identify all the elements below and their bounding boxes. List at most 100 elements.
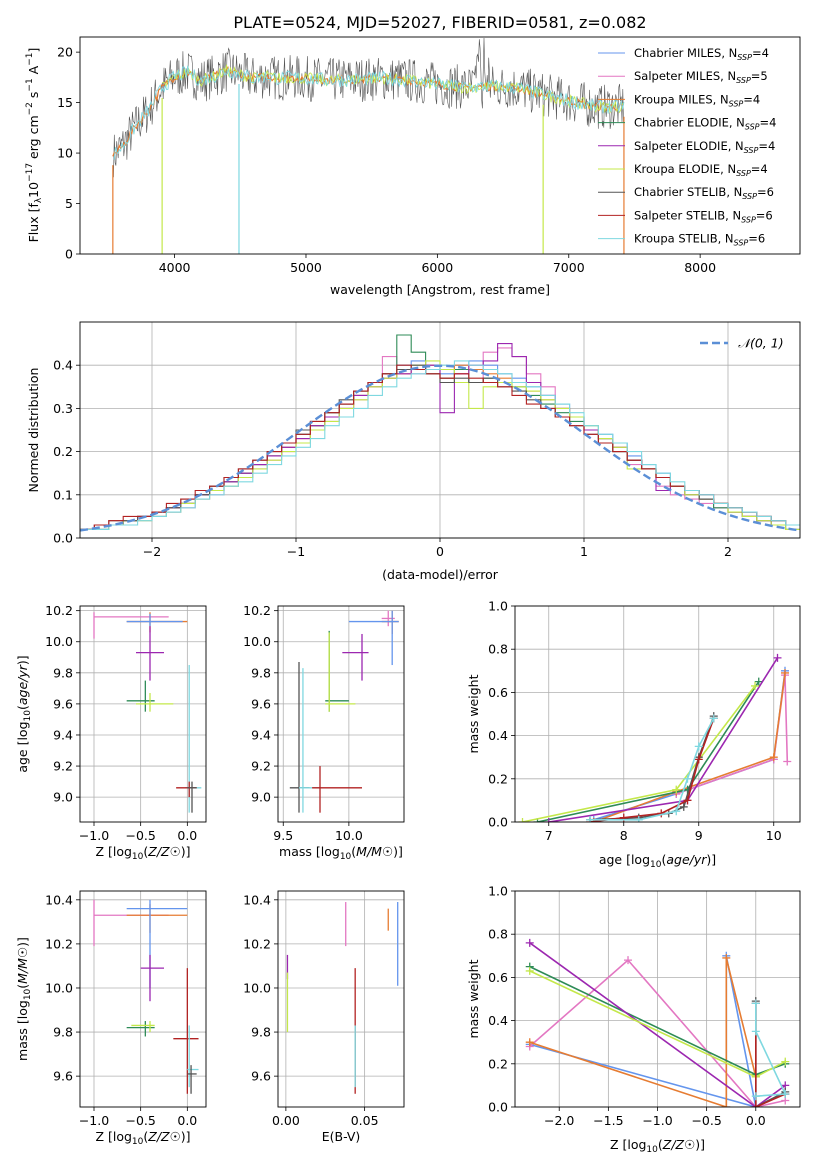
legend-label: Salpeter MILES, NSSP=5 [634,69,768,85]
x-axis-label: Z [log10(Z/Z☉)] [95,1129,190,1147]
y-tick-label: 10.4 [45,892,73,907]
weight-marker [624,956,633,965]
y-tick-label: 0.1 [53,487,73,502]
x-tick-label: 7000 [553,260,585,275]
weight-series [529,957,757,1107]
x-tick-label: 10 [766,828,782,843]
x-tick-label: 9 [695,828,703,843]
y-tick-label: 0.0 [488,1100,508,1115]
weight-series [593,672,786,822]
y-axis-label: Normed distribution [26,368,41,493]
legend-label: Kroupa MILES, NSSP=4 [634,92,760,108]
weight-marker [751,1027,760,1036]
y-axis-label: mass weight [466,959,481,1038]
y-tick-label: 9.8 [251,1025,271,1040]
age-vs-mass-panel: 9.5 10.0 9.0 9.2 9.4 9.6 9.8 10.0 10.2 mass [log1… [243,603,405,862]
x-tick-label: −2.0 [544,1113,574,1128]
x-tick-label: 0.0 [177,828,197,843]
x-axis-label: (data-model)/error [382,567,499,582]
weight-series [529,958,786,1107]
legend-label: Kroupa ELODIE, NSSP=4 [634,162,768,178]
weight-marker [709,714,718,723]
x-tick-label: −0.5 [125,1113,155,1128]
weight-marker [781,668,789,677]
spectrum-line [113,37,624,178]
plot-frame [79,321,801,539]
x-tick-label: −2 [143,544,161,559]
age-vs-z-panel: −1.0 −0.5 0.0 9.0 9.2 9.4 9.6 9.8 10.0 10.2 Z [log… [15,603,207,862]
y-tick-label: 0.6 [488,970,508,985]
y-tick-label: 0 [65,247,73,262]
weight-marker [694,742,703,751]
weight-marker [683,796,692,805]
legend-label: Chabrier MILES, NSSP=4 [634,46,769,62]
y-tick-label: 9.2 [251,759,271,774]
weight-marker [525,938,534,947]
x-tick-label: 7 [545,828,553,843]
y-tick-label: 5 [65,196,73,211]
y-tick-label: 0.2 [488,1056,508,1071]
x-tick-label: −1.0 [79,828,109,843]
y-tick-label: 10.0 [45,634,73,649]
weight-marker [525,966,534,975]
x-axis-label: age [log10(age/yr)] [599,852,716,870]
x-tick-label: 6000 [421,260,453,275]
massweight-vs-z-panel: −2.0 −1.5 −1.0 −0.5 0.0 0.0 0.2 0.4 0.6 0.8 1.0 Z [… [466,884,801,1155]
y-tick-label: 9.0 [53,790,73,805]
x-axis-label: mass [log10(M/M☉)] [279,844,403,862]
y-tick-label: 20 [57,45,73,60]
x-tick-label: 0.0 [746,1113,766,1128]
x-tick-label: 0.00 [272,1113,300,1128]
weight-marker [634,815,643,822]
y-tick-label: 10.0 [45,980,73,995]
y-tick-label: 10.2 [45,936,73,951]
plot-frame [277,605,405,823]
weight-marker [518,818,527,822]
x-tick-label: 10.0 [335,828,363,843]
y-tick-label: 9.8 [53,1025,73,1040]
spectrum-panel: 4000 5000 6000 7000 8000 0 5 10 15 20 wavelength [… [25,36,801,297]
y-tick-label: 0.2 [53,444,73,459]
figure-title: PLATE=0524, MJD=52027, FIBERID=0581, z=0… [233,13,646,32]
y-tick-label: 9.8 [53,665,73,680]
legend-label: Kroupa STELIB, NSSP=6 [634,232,765,248]
legend-label: Salpeter STELIB, NSSP=6 [634,208,773,224]
residuals-panel: −2 −1 0 1 2 0.0 0.1 0.2 0.3 0.4 𝒩(0, 1) (data-model… [26,321,801,582]
weight-marker [544,818,553,822]
y-tick-label: 10.4 [243,892,271,907]
x-tick-label: 2 [724,544,732,559]
x-tick-label: −1.0 [642,1113,672,1128]
plot-frame [277,890,405,1108]
y-tick-label: 0.6 [488,685,508,700]
x-tick-label: 0.05 [351,1113,379,1128]
y-tick-label: 0.4 [488,728,508,743]
plot-area [518,653,792,822]
y-axis-label: Flux [fλ10−17 erg cm−2 s−1 A−1] [25,48,44,243]
y-tick-label: 9.6 [251,1069,271,1084]
y-tick-label: 10.2 [45,603,73,618]
y-tick-label: 0.8 [488,642,508,657]
plot-frame [79,36,801,255]
y-tick-label: 0.2 [488,771,508,786]
weight-marker [781,1057,790,1066]
weight-marker [683,774,692,783]
x-axis-label: wavelength [Angstrom, rest frame] [330,282,550,297]
legend-label: Salpeter ELODIE, NSSP=4 [634,139,775,155]
weight-marker [754,677,763,686]
y-tick-label: 10.2 [243,936,271,951]
x-axis-label: Z [log10(Z/Z☉)] [610,1137,705,1155]
plot-area [93,612,202,813]
spectrum-line [113,65,625,160]
weight-marker [672,785,681,794]
legend-label: Chabrier STELIB, NSSP=6 [634,185,774,201]
y-axis-label: mass [log10(M/M☉)] [15,937,33,1061]
normal-curve [80,364,800,532]
plot-frame [79,890,207,1108]
weight-series [755,1003,786,1107]
x-tick-label: −1 [287,544,305,559]
weight-marker [672,807,681,816]
x-tick-label: −1.0 [79,1113,109,1128]
x-axis-label: E(B-V) [322,1129,361,1144]
weight-marker [751,999,760,1008]
